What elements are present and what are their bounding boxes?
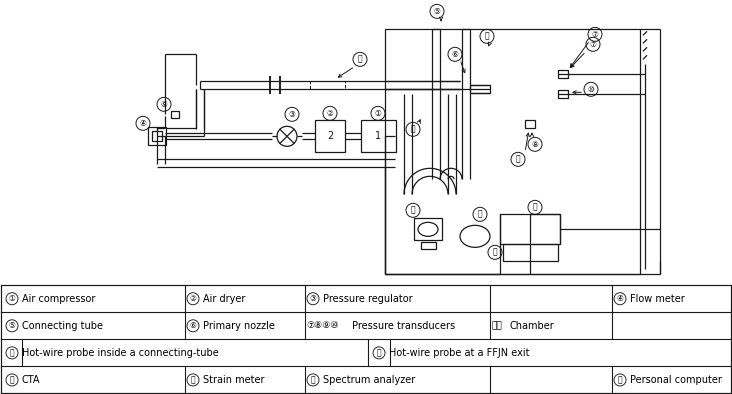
Text: Personal computer: Personal computer [630,375,722,385]
Text: Hot-wire probe at a FFJN exit: Hot-wire probe at a FFJN exit [389,348,529,358]
Bar [152,131,162,141]
Text: ⑯: ⑯ [493,248,497,257]
Text: Connecting tube: Connecting tube [22,321,103,331]
Text: ⑱: ⑱ [411,206,415,215]
Bar [500,214,560,244]
Text: ⑪: ⑪ [485,32,489,41]
Bar [148,127,166,145]
Text: ②: ② [326,109,334,118]
Bar [470,85,490,93]
Bar [310,81,345,89]
Text: ①: ① [375,109,381,118]
Text: ③: ③ [288,110,296,119]
Text: ⑬: ⑬ [10,348,15,357]
Bar [558,70,568,78]
Text: ⑰: ⑰ [310,375,315,385]
Text: Hot-wire probe inside a connecting-tube: Hot-wire probe inside a connecting-tube [22,348,219,358]
Text: ⑥: ⑥ [452,50,458,59]
Text: ⑮: ⑮ [10,375,15,385]
Text: ⑤: ⑤ [433,7,441,16]
Bar [315,120,345,152]
Text: ⑤: ⑤ [9,321,15,330]
Bar [414,218,442,240]
Text: ⑫: ⑫ [411,125,415,134]
Bar [502,244,558,261]
Text: 1: 1 [375,131,381,141]
Text: ④: ④ [616,294,624,303]
Text: Flow meter: Flow meter [630,294,684,304]
Text: Pressure transducers: Pressure transducers [352,321,455,331]
Text: ⑯: ⑯ [191,375,195,385]
Bar [525,120,535,128]
Text: Pressure regulator: Pressure regulator [323,294,413,304]
Text: ⑭: ⑭ [515,155,520,164]
Text: ⑦: ⑦ [589,40,597,49]
Text: ⑭: ⑭ [377,348,381,357]
Bar [360,120,395,152]
Text: Air dryer: Air dryer [203,294,245,304]
Text: ③: ③ [310,294,316,303]
Text: ①: ① [9,294,15,303]
Text: ⑦: ⑦ [591,30,599,39]
Text: ⑨: ⑨ [160,100,168,109]
Text: Primary nozzle: Primary nozzle [203,321,275,331]
Text: ⑦⑧⑨⑩: ⑦⑧⑨⑩ [306,321,338,330]
Bar [171,111,179,118]
Text: ⑬: ⑬ [358,55,362,64]
Bar [558,90,568,98]
Text: ②: ② [190,294,196,303]
Text: Chamber: Chamber [510,321,555,331]
Text: Air compressor: Air compressor [22,294,95,304]
Text: Spectrum analyzer: Spectrum analyzer [323,375,415,385]
Text: CTA: CTA [22,375,40,385]
Text: ⑩: ⑩ [588,85,594,94]
Text: ④: ④ [140,119,146,128]
Text: Strain meter: Strain meter [203,375,264,385]
Text: 2: 2 [327,131,333,141]
Text: ⑱: ⑱ [618,375,622,385]
Text: ⑪⑫: ⑪⑫ [492,321,503,330]
Text: ⑰: ⑰ [478,210,482,219]
Bar [420,242,436,249]
Text: ⑮: ⑮ [533,203,537,212]
Text: ⑧: ⑧ [531,140,539,149]
Text: ⑥: ⑥ [190,321,196,330]
